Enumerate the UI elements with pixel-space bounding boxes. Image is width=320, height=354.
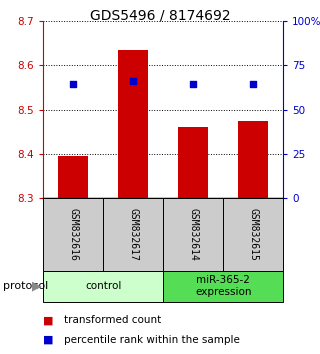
Bar — [163, 198, 223, 271]
Bar — [178, 127, 208, 198]
Text: protocol: protocol — [3, 281, 48, 291]
Bar — [43, 198, 103, 271]
Text: ■: ■ — [43, 315, 54, 325]
Point — [71, 81, 76, 87]
Text: GDS5496 / 8174692: GDS5496 / 8174692 — [90, 9, 230, 23]
Bar — [58, 156, 88, 198]
Bar — [223, 198, 283, 271]
Bar — [43, 271, 163, 302]
Text: control: control — [85, 281, 121, 291]
Text: transformed count: transformed count — [64, 315, 161, 325]
Text: GSM832616: GSM832616 — [68, 208, 78, 261]
Bar — [163, 271, 283, 302]
Text: GSM832617: GSM832617 — [128, 208, 138, 261]
Text: GSM832614: GSM832614 — [188, 208, 198, 261]
Text: miR-365-2
expression: miR-365-2 expression — [195, 275, 252, 297]
Point — [191, 81, 196, 87]
Text: GSM832615: GSM832615 — [248, 208, 258, 261]
Text: ■: ■ — [43, 335, 54, 345]
Bar — [238, 121, 268, 198]
Bar — [118, 50, 148, 198]
Text: percentile rank within the sample: percentile rank within the sample — [64, 335, 240, 345]
Text: ▶: ▶ — [32, 280, 42, 293]
Point — [251, 81, 256, 87]
Bar — [103, 198, 163, 271]
Point — [131, 78, 136, 83]
